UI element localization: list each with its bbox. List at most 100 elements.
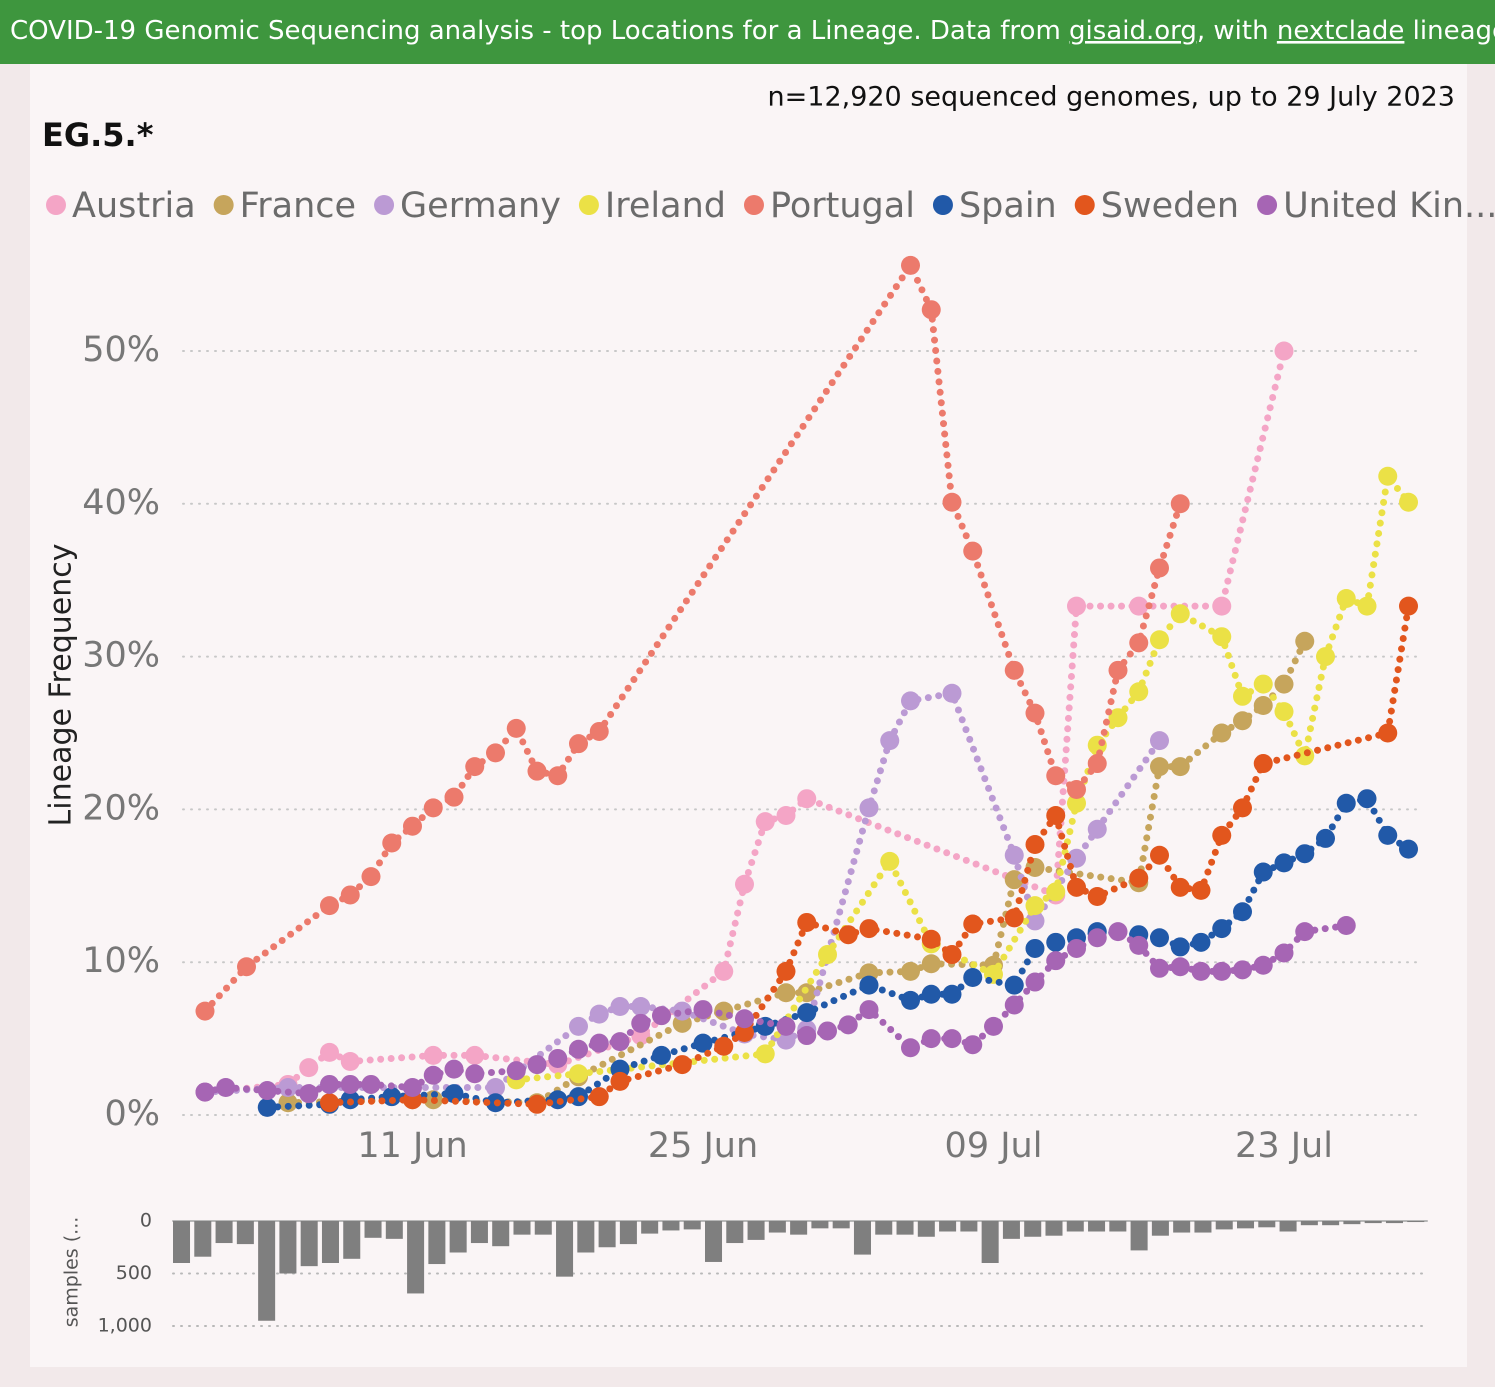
data-point [631,1013,651,1033]
data-point [984,1016,1003,1036]
y-tick-label: 0% [104,1094,160,1134]
data-point [299,1084,319,1104]
data-point [195,1001,215,1021]
bar [1045,1221,1063,1236]
bar [747,1221,765,1240]
data-point [589,1004,609,1024]
bar [939,1221,957,1232]
data-point [1212,596,1232,616]
data-point [1233,711,1252,731]
bar [981,1221,999,1263]
y-axis-label: samples (... [61,1217,83,1328]
data-point [1378,466,1398,486]
data-point [818,1021,837,1041]
data-point [548,766,568,786]
data-point [1087,928,1107,948]
bar [832,1221,850,1229]
header-segment: lineages Source fil [1404,16,1495,46]
legend-label: Germany [400,186,561,226]
chart-title: EG.5.* [42,116,154,154]
x-tick-label: 09 Jul [945,1126,1043,1166]
data-point [1067,877,1086,897]
data-point [340,1074,360,1094]
data-point [216,1077,236,1097]
data-point [1150,845,1169,865]
data-point [1046,805,1066,825]
data-point [838,925,858,945]
data-point [1399,596,1418,616]
data-point [506,1061,526,1081]
bar [790,1221,808,1235]
data-point [1087,754,1107,774]
x-tick-label: 25 Jun [648,1126,758,1166]
data-point [776,961,796,981]
data-point [589,1087,609,1107]
data-point [1399,839,1418,859]
bar [1130,1221,1148,1251]
bar [407,1221,425,1294]
data-point [382,1087,402,1107]
data-point [901,990,920,1010]
data-point [423,798,443,818]
data-point [1004,660,1024,680]
data-point [1357,596,1377,616]
data-point [1108,708,1128,728]
data-point [942,945,962,965]
data-point [901,961,920,981]
data-point [1025,911,1045,931]
bar [194,1221,212,1257]
data-point [1170,494,1190,514]
data-point [465,1045,485,1065]
bar [470,1221,488,1244]
data-point [652,1045,671,1065]
bar [321,1221,339,1263]
header-link[interactable]: nextclade [1277,16,1405,46]
bar [492,1221,510,1247]
data-point [776,805,796,825]
bar [343,1221,361,1259]
data-point [1233,798,1252,818]
data-point [1108,660,1128,680]
bar [300,1221,318,1267]
data-point [1295,631,1315,651]
legend-marker [46,195,66,215]
data-point [797,789,817,809]
data-point [1046,932,1066,952]
data-point [963,914,983,934]
data-point [963,1035,983,1055]
data-point [527,1094,547,1114]
data-point [1274,853,1294,873]
data-point [1316,647,1335,667]
data-point [1212,723,1232,743]
data-point [818,945,837,965]
data-point [1233,686,1252,706]
bar [705,1221,723,1262]
bar [449,1221,467,1253]
bar [1215,1221,1233,1230]
header-link[interactable]: gisaid.org [1069,16,1197,46]
data-point [1170,937,1190,957]
y-tick-label: 40% [82,483,160,523]
header-segment: , with [1197,16,1277,46]
data-point [1087,886,1107,906]
data-point [1004,908,1024,928]
data-point [195,1082,215,1102]
bar [1066,1221,1084,1232]
y-tick-label: 20% [82,788,160,828]
data-point [1170,604,1190,624]
data-point [1336,916,1356,936]
data-point [1150,958,1169,978]
data-point [755,1044,775,1064]
data-point [776,983,796,1003]
data-point [776,1016,796,1036]
bar [1364,1221,1382,1224]
data-point [548,1048,568,1068]
data-point [278,1077,298,1097]
data-point [1150,731,1169,751]
data-point [299,1058,319,1078]
data-point [1336,793,1356,813]
data-point [1067,780,1086,800]
chart-subtitle: n=12,920 sequenced genomes, up to 29 Jul… [768,82,1455,113]
data-point [859,1000,879,1020]
